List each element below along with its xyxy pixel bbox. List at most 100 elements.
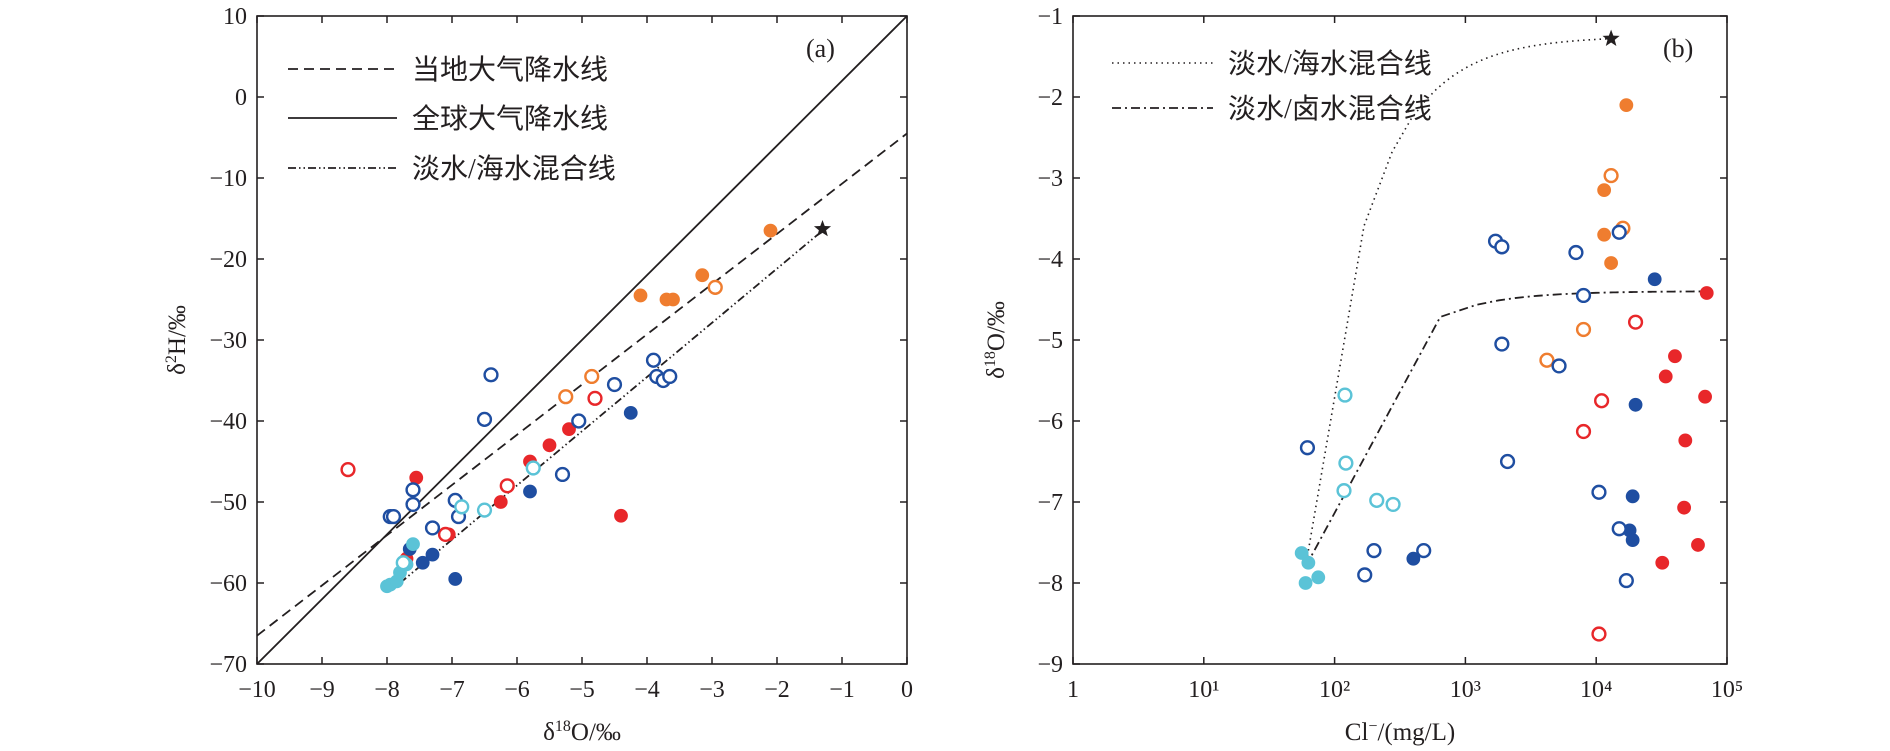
a-point-orange-open — [707, 279, 723, 295]
a-point-orange-filled — [666, 292, 680, 307]
b-y-tick-label: −1 — [1037, 4, 1063, 30]
b-point-blue-open — [1611, 224, 1627, 240]
b-point-blue-open — [1366, 542, 1382, 559]
a-point-blue-filled — [415, 555, 430, 570]
a-point-orange-open — [584, 368, 600, 385]
mixing-curves-b — [1304, 37, 1707, 568]
a-seawater-star-mark — [813, 220, 832, 237]
a-x-tick-label: −10 — [238, 677, 276, 703]
b-y-tick-label: −8 — [1037, 571, 1063, 597]
b-x-tick-label: 10⁵ — [1711, 677, 1743, 703]
panel-a-dh-vs-do: −10 −9 −8 −7 −6 −5 −4 −3 −2 −1 0−70−60−50−40−30−20… — [163, 4, 913, 746]
b-point-orange-filled — [1597, 183, 1612, 198]
a-y-tick-label: −20 — [209, 247, 247, 273]
b-point-blue-open — [1611, 521, 1627, 537]
b-y-tick-label: −5 — [1037, 328, 1063, 354]
b-point-blue-open — [1416, 542, 1432, 559]
y-axis-label-a: δ2H/‰ — [163, 305, 191, 375]
seawater-star-a — [813, 220, 832, 237]
b-point-red-filled — [1691, 538, 1705, 552]
a-point-blue-open — [483, 367, 499, 383]
b-point-blue-filled — [1625, 533, 1640, 547]
a-point-orange-filled — [763, 223, 778, 238]
a-point-red-filled — [614, 508, 628, 523]
data-points-a — [340, 223, 778, 594]
b-point-orange-open — [1575, 321, 1592, 338]
b-x-tick-label: 1 — [1067, 677, 1079, 703]
b-x-tick-label: 10⁴ — [1580, 677, 1612, 703]
panel-label-b: (b) — [1663, 34, 1693, 63]
a-point-orange-open — [558, 389, 574, 405]
b-point-blue-open — [1499, 453, 1516, 470]
a-x-tick-label: −8 — [374, 677, 400, 703]
reference-lines-a — [256, 15, 908, 665]
b-point-blue-open — [1357, 567, 1373, 583]
a-line-dashdotdot — [399, 229, 824, 584]
a-point-cyan-open — [454, 499, 470, 515]
a-point-red-filled — [562, 422, 576, 437]
a-point-red-open — [587, 390, 603, 406]
a-x-tick-label: −7 — [439, 677, 465, 703]
b-point-orange-open — [1539, 352, 1555, 368]
a-point-blue-filled — [623, 406, 638, 420]
b-y-tick-label: −7 — [1037, 490, 1063, 516]
a-y-tick-label: −30 — [209, 328, 247, 354]
b-y-tick-label: −9 — [1037, 652, 1063, 678]
b-point-blue-open — [1568, 244, 1584, 261]
b-point-blue-filled — [1625, 489, 1640, 504]
a-point-blue-open — [645, 352, 662, 368]
b-point-blue-open — [1591, 484, 1607, 500]
b-point-blue-open — [1551, 358, 1567, 374]
a-x-tick-label: −5 — [569, 677, 595, 703]
b-y-tick-label: −3 — [1037, 166, 1063, 192]
a-x-tick-label: −3 — [699, 677, 725, 703]
b-point-red-filled — [1699, 286, 1714, 300]
legend-b-label-seawater-mixing: 淡水/海水混合线 — [1228, 48, 1432, 80]
b-point-orange-filled — [1604, 256, 1618, 270]
a-point-blue-open — [571, 413, 587, 429]
a-point-blue-filled — [523, 484, 537, 499]
b-point-cyan-filled — [1294, 546, 1309, 560]
a-y-tick-label: 10 — [223, 4, 247, 30]
panel-label-a: (a) — [806, 34, 835, 63]
seawater-star-b — [1602, 29, 1620, 46]
a-point-red-open — [499, 478, 515, 494]
y-axis-label-b: δ18O/‰ — [982, 301, 1010, 379]
b-x-tick-label: 10³ — [1450, 677, 1481, 703]
b-point-cyan-open — [1336, 483, 1352, 499]
b-point-red-open — [1627, 314, 1644, 330]
legend-a: 当地大气降水线 全球大气降水线 淡水/海水混合线 — [288, 54, 616, 185]
data-points-b — [1294, 98, 1714, 642]
b-point-red-filled — [1677, 500, 1692, 515]
b-point-cyan-open — [1337, 387, 1353, 403]
a-x-tick-label: −9 — [309, 677, 335, 703]
b-point-cyan-open — [1369, 492, 1385, 508]
a-y-tick-label: −40 — [209, 409, 247, 435]
b-x-tick-label: 10¹ — [1188, 677, 1219, 703]
b-point-orange-open — [1603, 167, 1619, 184]
a-point-orange-filled — [695, 268, 710, 283]
b-curve-dotted — [1304, 37, 1612, 567]
legend-b-label-brine-mixing: 淡水/卤水混合线 — [1228, 93, 1432, 125]
b-y-tick-label: −4 — [1037, 247, 1063, 273]
b-point-red-filled — [1668, 349, 1682, 364]
axis-ticks-b: 1 10¹ 10² 10³ 10⁴ 10⁵ −9 −8 −7 −6 −5 −4 −3 −2 −1 — [1037, 4, 1743, 703]
b-point-cyan-filled — [1301, 555, 1316, 570]
a-point-blue-open — [405, 482, 421, 498]
b-point-cyan-open — [1385, 496, 1401, 513]
a-x-tick-label: −1 — [829, 677, 855, 703]
b-y-tick-label: −6 — [1037, 409, 1063, 435]
legend-a-label-local-mwl: 当地大气降水线 — [412, 54, 608, 86]
b-point-blue-open — [1575, 287, 1592, 304]
a-point-red-filled — [493, 495, 508, 509]
b-point-cyan-filled — [1311, 570, 1326, 585]
b-point-blue-open — [1299, 440, 1316, 456]
b-curve-dashdot — [1304, 290, 1707, 568]
a-point-cyan-open — [525, 460, 541, 476]
a-line-solid — [256, 15, 908, 665]
x-axis-label-a: δ18O/‰ — [543, 718, 621, 746]
a-point-red-filled — [409, 470, 424, 485]
a-y-tick-label: −10 — [209, 166, 247, 192]
a-x-tick-label: −4 — [634, 677, 660, 703]
a-point-blue-open — [606, 376, 623, 393]
